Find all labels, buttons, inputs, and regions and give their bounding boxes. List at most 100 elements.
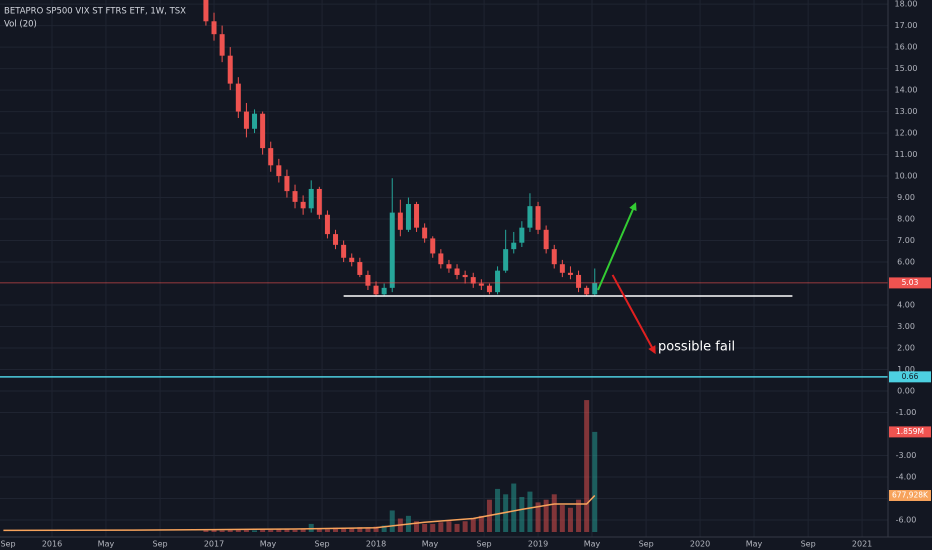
candle-body xyxy=(365,274,371,286)
volume-bar xyxy=(478,515,484,532)
y-tick-label: 12.00 xyxy=(895,129,918,138)
volume-bar xyxy=(324,529,330,532)
candle-body xyxy=(405,204,411,230)
candle-body xyxy=(543,229,549,250)
candle-body xyxy=(584,287,590,295)
candle-body xyxy=(357,262,363,275)
candle-body xyxy=(422,227,428,239)
candle-body xyxy=(551,249,557,265)
y-tick-label: -4.00 xyxy=(896,473,917,482)
x-tick-label: May xyxy=(260,540,277,549)
candle-body xyxy=(203,0,209,22)
y-tick-label: -6.00 xyxy=(896,516,917,525)
volume-bar xyxy=(203,530,209,532)
x-tick-label: Sep xyxy=(315,540,330,549)
volume-bar xyxy=(422,523,428,532)
candle-body xyxy=(503,249,509,271)
down-arrow xyxy=(611,274,656,355)
annotation: possible fail xyxy=(658,339,735,354)
candle-body xyxy=(243,111,249,129)
candle-body xyxy=(470,277,476,284)
volume-bar xyxy=(438,522,444,532)
candle-body xyxy=(454,268,460,275)
volume-bar xyxy=(357,527,363,532)
volume-bar xyxy=(292,529,298,532)
y-tick-label: 0.00 xyxy=(897,387,915,396)
x-tick-label: May xyxy=(422,540,439,549)
x-tick-label: May xyxy=(584,540,601,549)
y-tick-label: 11.00 xyxy=(895,150,918,159)
volume-bar xyxy=(219,530,225,532)
y-tick-label: 15.00 xyxy=(895,64,918,73)
volume-bar xyxy=(519,497,525,532)
candle-body xyxy=(341,244,347,258)
x-tick-label: May xyxy=(746,540,763,549)
candle-body xyxy=(324,214,330,235)
volume-bar xyxy=(495,488,501,532)
y-tick-label: 3.00 xyxy=(897,322,915,331)
indicator-label: Vol (20) xyxy=(4,20,37,30)
volume-bar xyxy=(227,529,233,532)
y-tick-label: 14.00 xyxy=(895,86,918,95)
volume-bar xyxy=(462,521,468,532)
volume-ma-line xyxy=(3,494,596,532)
candle-body xyxy=(511,242,517,250)
up-arrow xyxy=(597,202,637,291)
y-tick-label: -3.00 xyxy=(896,451,917,460)
volume-last-label-box xyxy=(889,426,931,438)
candle-body xyxy=(276,165,282,177)
y-tick-label: 10.00 xyxy=(895,172,918,181)
volume-ma-label-box xyxy=(889,489,931,501)
volume-bar xyxy=(430,523,436,532)
chart-title: BETAPRO SP500 VIX ST FTRS ETF, 1W, TSX xyxy=(4,7,186,17)
candle-body xyxy=(462,274,468,278)
candle-body xyxy=(559,264,565,273)
volume-bar xyxy=(316,528,322,532)
candle-body xyxy=(373,285,379,295)
volume-bar xyxy=(470,518,476,532)
candle-body xyxy=(284,176,290,192)
volume-bar xyxy=(381,525,387,532)
y-tick-label: 2.00 xyxy=(897,344,915,353)
candle-body xyxy=(333,234,339,245)
candle-body xyxy=(478,283,484,286)
y-tick-label: 17.00 xyxy=(895,21,918,30)
volume-bar xyxy=(235,529,241,532)
candle-body xyxy=(316,188,322,215)
candle-body xyxy=(397,212,403,230)
x-tick-label: Sep xyxy=(477,540,492,549)
volume-bar xyxy=(584,400,590,532)
volume-bar xyxy=(308,523,314,532)
x-tick-label: 2019 xyxy=(528,540,548,549)
x-tick-label: Sep xyxy=(0,540,15,549)
x-tick-label: 2021 xyxy=(852,540,872,549)
volume-bar xyxy=(543,499,549,532)
candle-body xyxy=(252,113,258,129)
y-tick-label: 6.00 xyxy=(897,258,915,267)
candle-body xyxy=(211,21,217,35)
volume-bar xyxy=(592,431,598,532)
volume-bar xyxy=(252,530,258,532)
volume-bar xyxy=(373,526,379,532)
volume-bar xyxy=(414,521,420,532)
y-tick-label: 7.00 xyxy=(897,236,915,245)
candle-body xyxy=(349,257,355,263)
y-tick-label: 4.00 xyxy=(897,301,915,310)
volume-bar xyxy=(349,528,355,532)
candle-body xyxy=(235,83,241,112)
last-price-label-box xyxy=(889,277,931,289)
candle-body xyxy=(446,264,452,269)
y-tick-label: 1.00 xyxy=(897,365,915,374)
volume-ma-label: 677,928K xyxy=(892,490,929,499)
candle-body xyxy=(414,204,420,228)
x-tick-label: Sep xyxy=(153,540,168,549)
x-tick-label: 2016 xyxy=(42,540,62,549)
candle-body xyxy=(260,113,266,149)
volume-bar xyxy=(551,494,557,532)
y-tick-label: 18.00 xyxy=(895,0,918,9)
candle-body xyxy=(430,238,436,254)
candle-body xyxy=(535,206,541,230)
level-label: 0.66 xyxy=(902,372,919,381)
time-axis xyxy=(0,537,932,550)
volume-bar xyxy=(576,499,582,532)
